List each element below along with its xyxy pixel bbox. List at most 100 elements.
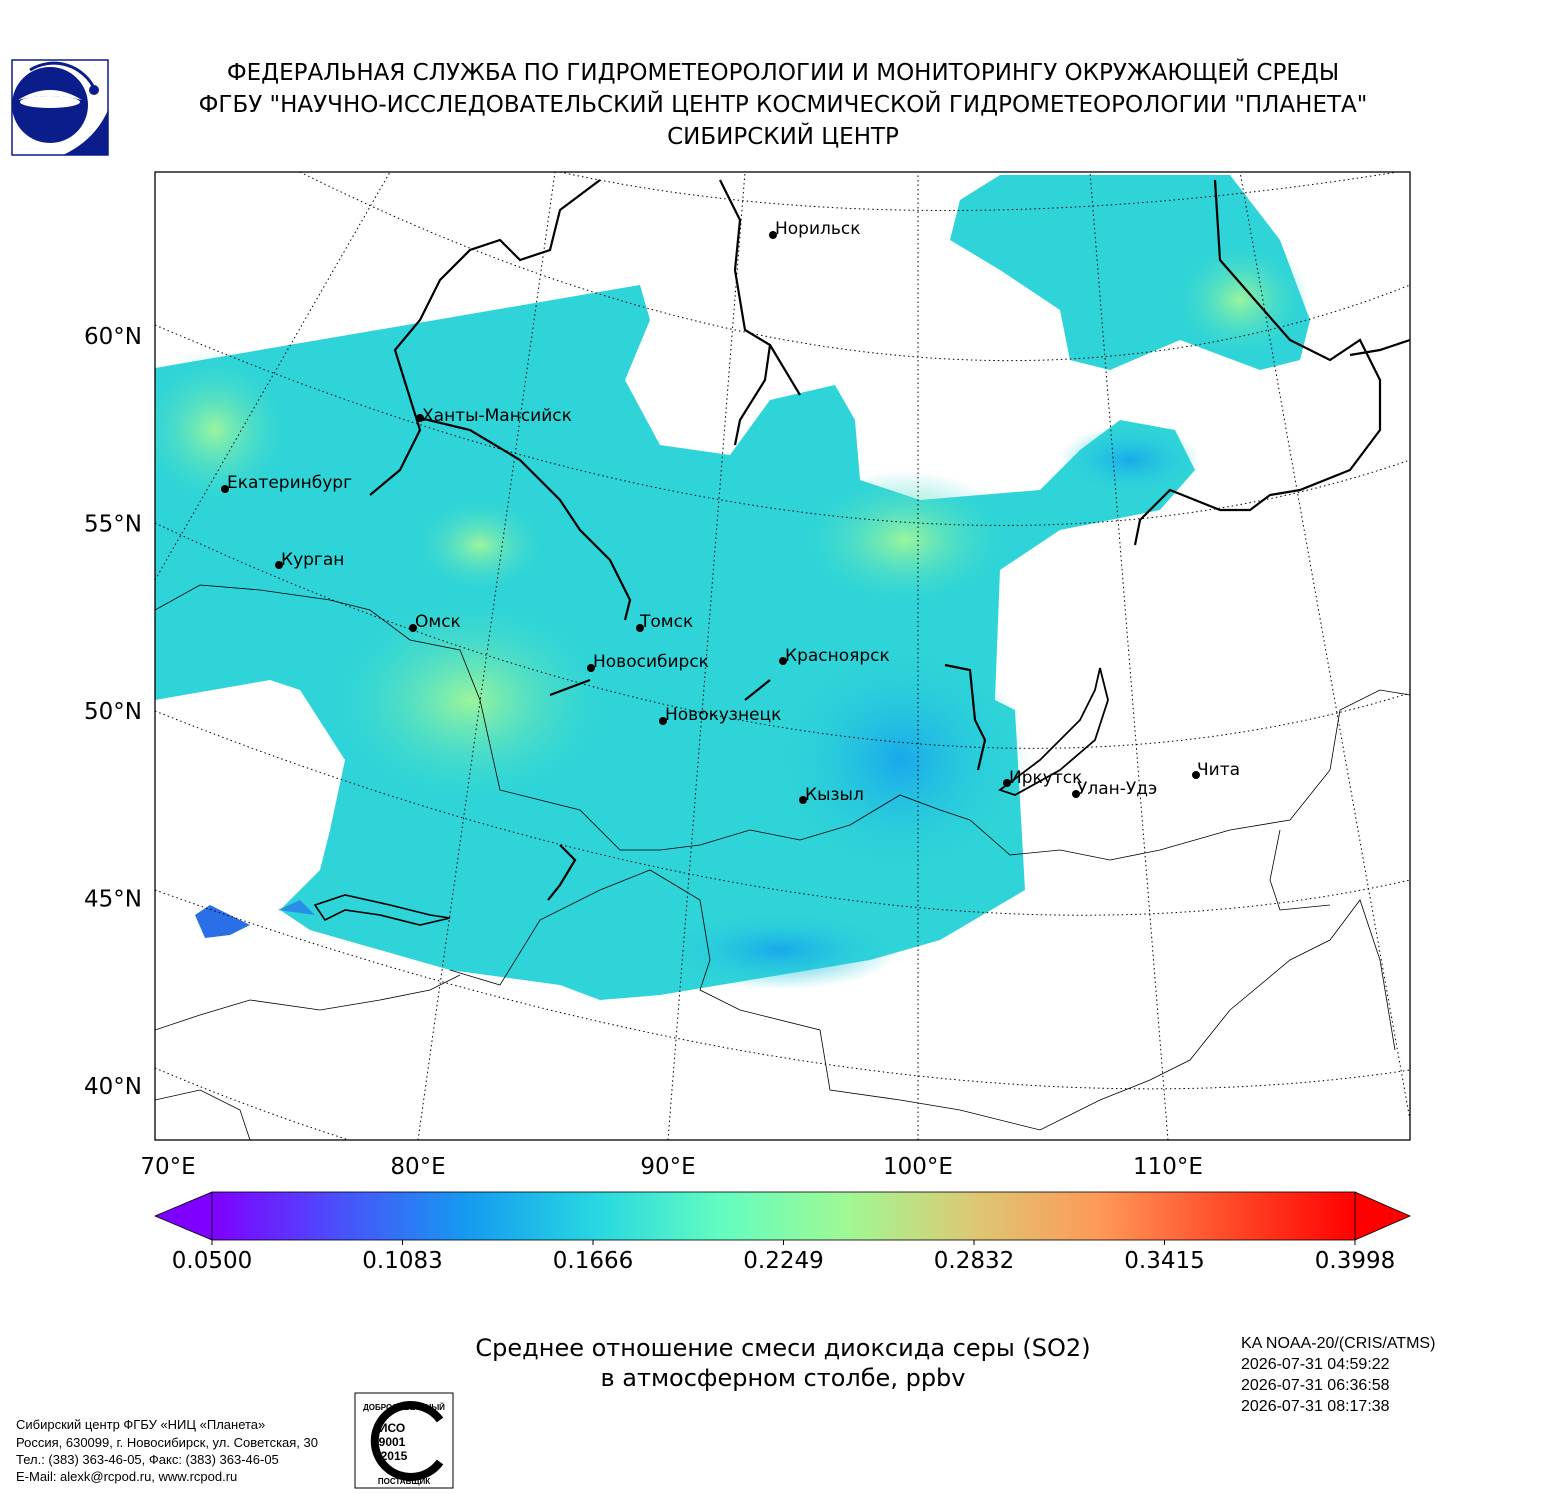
graticule bbox=[155, 1067, 351, 1140]
river bbox=[547, 678, 771, 901]
graticule bbox=[559, 172, 1401, 211]
city-label: Омск bbox=[415, 612, 461, 632]
colorbar-extend-low bbox=[153, 1191, 213, 1241]
city-dot bbox=[409, 624, 417, 632]
city-label: Красноярск bbox=[785, 646, 890, 666]
city-label: Новокузнецк bbox=[665, 705, 781, 725]
so2-high bbox=[410, 495, 550, 595]
city-dot bbox=[1192, 771, 1200, 779]
graticule bbox=[1239, 172, 1410, 1121]
city-label: Екатеринбург bbox=[227, 473, 352, 493]
axis-labels: 60°N 55°N 50°N 45°N 40°N 70°E 80°E 90°E 100°E 110… bbox=[84, 324, 1203, 1180]
city-label: Новосибирск bbox=[593, 652, 709, 672]
city-dot bbox=[769, 231, 777, 239]
satellite-info: 2026-07-31 06:36:58 bbox=[1241, 1377, 1390, 1394]
colorbar-tick-label: 0.0500 bbox=[172, 1248, 252, 1274]
colorbar-tick-label: 0.1083 bbox=[362, 1248, 442, 1274]
longitude-label: 80°E bbox=[390, 1154, 445, 1180]
river bbox=[944, 663, 987, 771]
city-dot bbox=[1072, 790, 1080, 798]
header-line: СИБИРСКИЙ ЦЕНТР bbox=[667, 122, 899, 150]
border bbox=[155, 974, 461, 1140]
colorbar-tick-label: 0.3415 bbox=[1124, 1248, 1204, 1274]
colorbar-extend-high bbox=[1354, 1191, 1412, 1241]
graticule bbox=[155, 889, 1410, 1090]
colorbar-tick-label: 0.3998 bbox=[1315, 1248, 1395, 1274]
river bbox=[719, 179, 801, 446]
certificate-text: ДОБРОСОВЕСТНЫЙ bbox=[363, 1403, 445, 1412]
colorbar-tick-label: 0.2249 bbox=[743, 1248, 823, 1274]
header-line: ФЕДЕРАЛЬНАЯ СЛУЖБА ПО ГИДРОМЕТЕОРОЛОГИИ … bbox=[227, 58, 1339, 86]
river bbox=[1133, 179, 1410, 546]
graticule bbox=[417, 172, 556, 1140]
city-label: Кызыл bbox=[805, 785, 864, 805]
colorbar-tick-label: 0.2832 bbox=[934, 1248, 1014, 1274]
city-dot bbox=[221, 485, 229, 493]
colorbar: 0.0500 0.1083 0.1666 0.2249 0.2832 0.3415 0.39… bbox=[153, 1191, 1412, 1274]
so2-high bbox=[795, 470, 1015, 610]
certificate-text: -2015 bbox=[377, 1449, 408, 1463]
city-dot bbox=[1003, 779, 1011, 787]
caption-line: Среднее отношение смеси диоксида серы (S… bbox=[475, 1334, 1090, 1362]
map-frame bbox=[154, 171, 1411, 1141]
so2-field bbox=[278, 900, 315, 915]
so2-field bbox=[195, 905, 250, 938]
longitude-label: 110°E bbox=[1133, 1154, 1203, 1180]
city-label: Курган bbox=[281, 550, 344, 570]
logo bbox=[11, 59, 109, 156]
border bbox=[155, 584, 1410, 861]
city-label: Улан-Удэ bbox=[1077, 779, 1157, 799]
river bbox=[419, 416, 632, 621]
graticule bbox=[299, 172, 1410, 362]
caption-line: в атмосферном столбе, ppbv bbox=[600, 1364, 965, 1392]
city-label: Чита bbox=[1197, 760, 1240, 780]
river bbox=[369, 179, 601, 496]
city-dot bbox=[659, 717, 667, 725]
border bbox=[449, 869, 1396, 1131]
satellite-info: KA NOAA-20/(CRIS/ATMS) bbox=[1241, 1335, 1435, 1352]
latitude-label: 55°N bbox=[84, 512, 142, 538]
address-line: Сибирский центр ФГБУ «НИЦ «Планета» bbox=[16, 1417, 265, 1432]
colorbar-tick-label: 0.1666 bbox=[553, 1248, 633, 1274]
city-dot bbox=[636, 624, 644, 632]
longitude-label: 100°E bbox=[883, 1154, 953, 1180]
so2-low bbox=[1060, 425, 1200, 495]
city-dot bbox=[799, 796, 807, 804]
city-label: Норильск bbox=[775, 219, 861, 239]
latitude-label: 40°N bbox=[84, 1074, 142, 1100]
so2-high bbox=[1170, 240, 1310, 360]
city-dot bbox=[416, 414, 424, 422]
satellite-info: 2026-07-31 08:17:38 bbox=[1241, 1398, 1390, 1415]
map-area bbox=[155, 172, 1410, 1140]
address-line: E-Mail: alexk@rcpod.ru, www.rcpod.ru bbox=[16, 1469, 237, 1484]
city-dot bbox=[779, 657, 787, 665]
graticule bbox=[155, 172, 391, 581]
address-line: Россия, 630099, г. Новосибирск, ул. Сове… bbox=[16, 1435, 318, 1450]
city-label: Ханты-Мансийск bbox=[422, 406, 572, 426]
lake-baikal bbox=[998, 667, 1109, 796]
header-line: ФГБУ "НАУЧНО-ИССЛЕДОВАТЕЛЬСКИЙ ЦЕНТР КОС… bbox=[199, 90, 1368, 118]
so2-high bbox=[320, 590, 620, 810]
so2-high bbox=[155, 350, 295, 510]
city-label: Томск bbox=[639, 612, 693, 632]
certificate-text: ИСО bbox=[379, 1421, 405, 1435]
satellite-info: 2026-07-31 04:59:22 bbox=[1241, 1356, 1390, 1373]
cities: Норильск Ханты-Мансийск Екатеринбург Кур… bbox=[221, 219, 1240, 805]
colorbar-gradient bbox=[211, 1191, 1356, 1241]
graticule bbox=[155, 710, 1410, 916]
longitude-label: 70°E bbox=[140, 1154, 195, 1180]
longitude-label: 90°E bbox=[640, 1154, 695, 1180]
border bbox=[1269, 829, 1331, 911]
so2-field bbox=[155, 285, 1195, 1000]
city-dot bbox=[275, 561, 283, 569]
latitude-label: 45°N bbox=[84, 887, 142, 913]
so2-low bbox=[660, 910, 900, 990]
latitude-label: 50°N bbox=[84, 699, 142, 725]
address-line: Тел.: (383) 363-46-05, Факс: (383) 363-4… bbox=[16, 1452, 279, 1467]
certificate-text: ПОСТАВЩИК bbox=[378, 1477, 430, 1486]
lake bbox=[313, 894, 451, 926]
certificate-text: 9001 bbox=[379, 1435, 406, 1449]
city-label: Иркутск bbox=[1009, 768, 1082, 788]
latitude-label: 60°N bbox=[84, 324, 142, 350]
